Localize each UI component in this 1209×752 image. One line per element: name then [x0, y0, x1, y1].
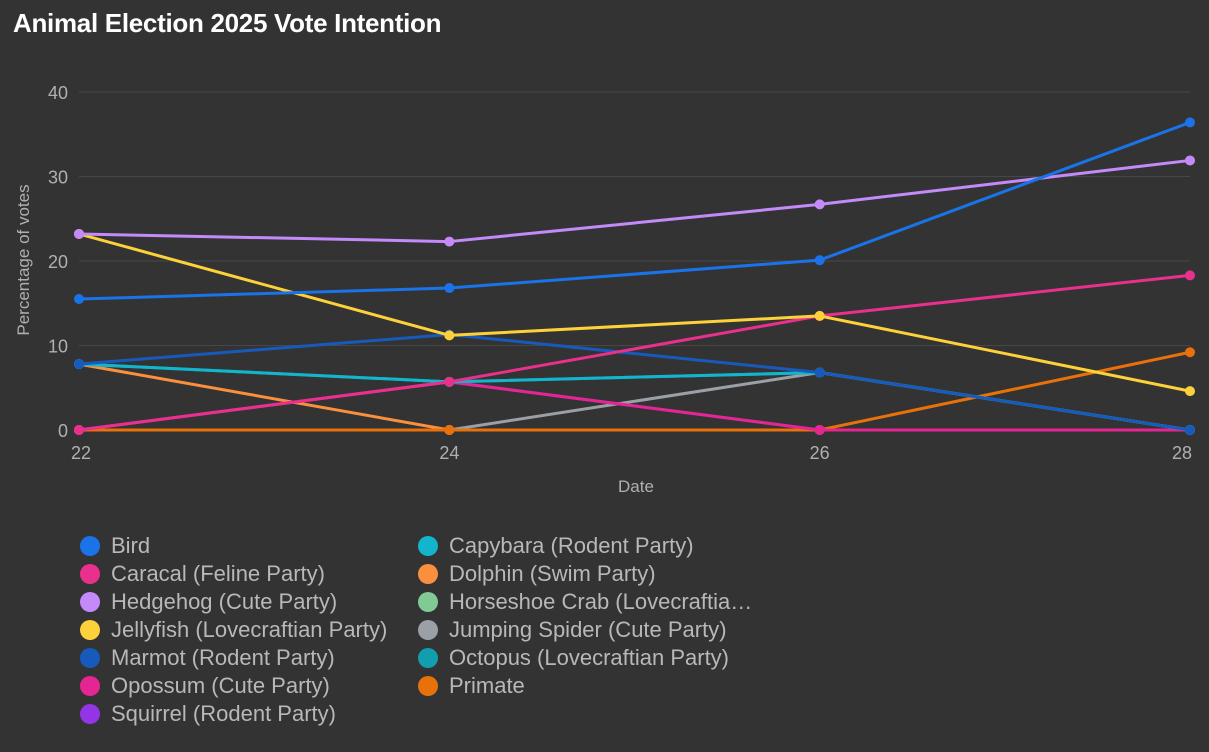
data-point[interactable]: [444, 376, 455, 387]
legend-label: Opossum (Cute Party): [111, 673, 330, 698]
data-point[interactable]: [74, 359, 84, 370]
y-tick-label: 20: [48, 252, 68, 272]
y-axis-title: Percentage of votes: [14, 184, 33, 335]
legend-item[interactable]: Bird: [80, 532, 418, 560]
series-2: [74, 155, 1195, 247]
legend-swatch: [80, 704, 100, 724]
legend-swatch: [80, 620, 100, 640]
legend-label: Squirrel (Rodent Party): [111, 701, 336, 726]
legend-swatch: [418, 648, 438, 668]
legend-label: Primate: [449, 673, 525, 698]
data-point[interactable]: [1185, 347, 1195, 358]
series-7: [74, 359, 1195, 435]
legend-swatch: [80, 564, 100, 584]
data-point[interactable]: [444, 283, 455, 294]
data-point[interactable]: [814, 310, 825, 321]
legend-label: Octopus (Lovecraftian Party): [449, 645, 730, 670]
data-point[interactable]: [814, 425, 825, 435]
legend-swatch: [418, 676, 438, 696]
legend-label: Jumping Spider (Cute Party): [449, 617, 727, 642]
x-tick-label: 28: [1172, 443, 1192, 463]
series-lines: [74, 117, 1195, 435]
series-line: [77, 380, 1192, 432]
series-line: [77, 273, 1192, 432]
series-1: [74, 270, 1195, 435]
legend-item[interactable]: Primate: [418, 672, 798, 700]
series-line: [77, 362, 1192, 432]
series-line: [77, 120, 1192, 301]
legend-swatch: [418, 564, 438, 584]
y-tick-label: 40: [48, 83, 68, 103]
data-point[interactable]: [1185, 270, 1195, 281]
legend: Bird Capybara (Rodent Party) Caracal (Feli…: [80, 532, 800, 728]
legend-item[interactable]: Capybara (Rodent Party): [418, 532, 798, 560]
chart-title: Animal Election 2025 Vote Intention: [13, 8, 442, 38]
grid-lines: [79, 91, 1190, 431]
series-line: [77, 333, 1192, 432]
series-12: [74, 347, 1195, 435]
series-line: [77, 371, 1192, 432]
legend-swatch: [80, 536, 100, 556]
data-point[interactable]: [444, 236, 455, 247]
legend-item[interactable]: Opossum (Cute Party): [80, 672, 418, 700]
legend-item[interactable]: Squirrel (Rodent Party): [80, 700, 418, 728]
series-line: [77, 350, 1192, 432]
legend-swatch: [418, 536, 438, 556]
legend-swatch: [80, 592, 100, 612]
legend-item[interactable]: Horseshoe Crab (Lovecraftia…: [418, 588, 798, 616]
legend-label: Horseshoe Crab (Lovecraftia…: [449, 589, 753, 614]
legend-label: Jellyfish (Lovecraftian Party): [111, 617, 388, 642]
x-tick-label: 24: [439, 443, 459, 463]
x-axis-title: Date: [618, 477, 654, 496]
legend-label: Marmot (Rodent Party): [111, 645, 335, 670]
x-tick-label: 26: [810, 443, 830, 463]
data-point[interactable]: [1185, 117, 1195, 128]
series-line: [77, 362, 1192, 432]
legend-swatch: [418, 592, 438, 612]
series-line: [77, 232, 1192, 393]
x-tick-label: 22: [71, 443, 91, 463]
data-point[interactable]: [814, 255, 825, 266]
data-point[interactable]: [74, 294, 84, 305]
series-0: [74, 117, 1195, 305]
legend-label: Hedgehog (Cute Party): [111, 589, 338, 614]
data-point[interactable]: [74, 425, 84, 435]
legend-item[interactable]: Jellyfish (Lovecraftian Party): [80, 616, 418, 644]
legend-item[interactable]: Hedgehog (Cute Party): [80, 588, 418, 616]
data-point[interactable]: [1185, 155, 1195, 166]
x-axis-ticks: 22 24 26 28: [71, 443, 1192, 463]
series-line: [77, 362, 1192, 432]
legend-swatch: [80, 676, 100, 696]
legend-item[interactable]: Octopus (Lovecraftian Party): [418, 644, 798, 672]
legend-item[interactable]: Marmot (Rodent Party): [80, 644, 418, 672]
y-tick-label: 30: [48, 168, 68, 188]
legend-label: Capybara (Rodent Party): [449, 533, 694, 558]
legend-item[interactable]: [418, 700, 798, 728]
data-point[interactable]: [814, 199, 825, 210]
legend-item[interactable]: Caracal (Feline Party): [80, 560, 418, 588]
y-tick-label: 0: [58, 421, 68, 441]
data-point[interactable]: [444, 330, 455, 341]
legend-swatch: [418, 620, 438, 640]
legend-label: Caracal (Feline Party): [111, 561, 325, 586]
y-axis-ticks: 0 10 20 30 40: [48, 83, 68, 441]
legend-label: Bird: [111, 533, 151, 558]
legend-swatch: [80, 648, 100, 668]
series-4: [74, 329, 1195, 435]
series-line: [77, 158, 1192, 244]
data-point[interactable]: [444, 425, 455, 435]
legend-item[interactable]: Jumping Spider (Cute Party): [418, 616, 798, 644]
data-point[interactable]: [1185, 386, 1195, 397]
data-point[interactable]: [1185, 425, 1195, 435]
y-tick-label: 10: [48, 337, 68, 357]
data-point[interactable]: [74, 228, 84, 239]
data-point[interactable]: [814, 367, 825, 378]
legend-label: Dolphin (Swim Party): [449, 561, 656, 586]
legend-item[interactable]: Dolphin (Swim Party): [418, 560, 798, 588]
